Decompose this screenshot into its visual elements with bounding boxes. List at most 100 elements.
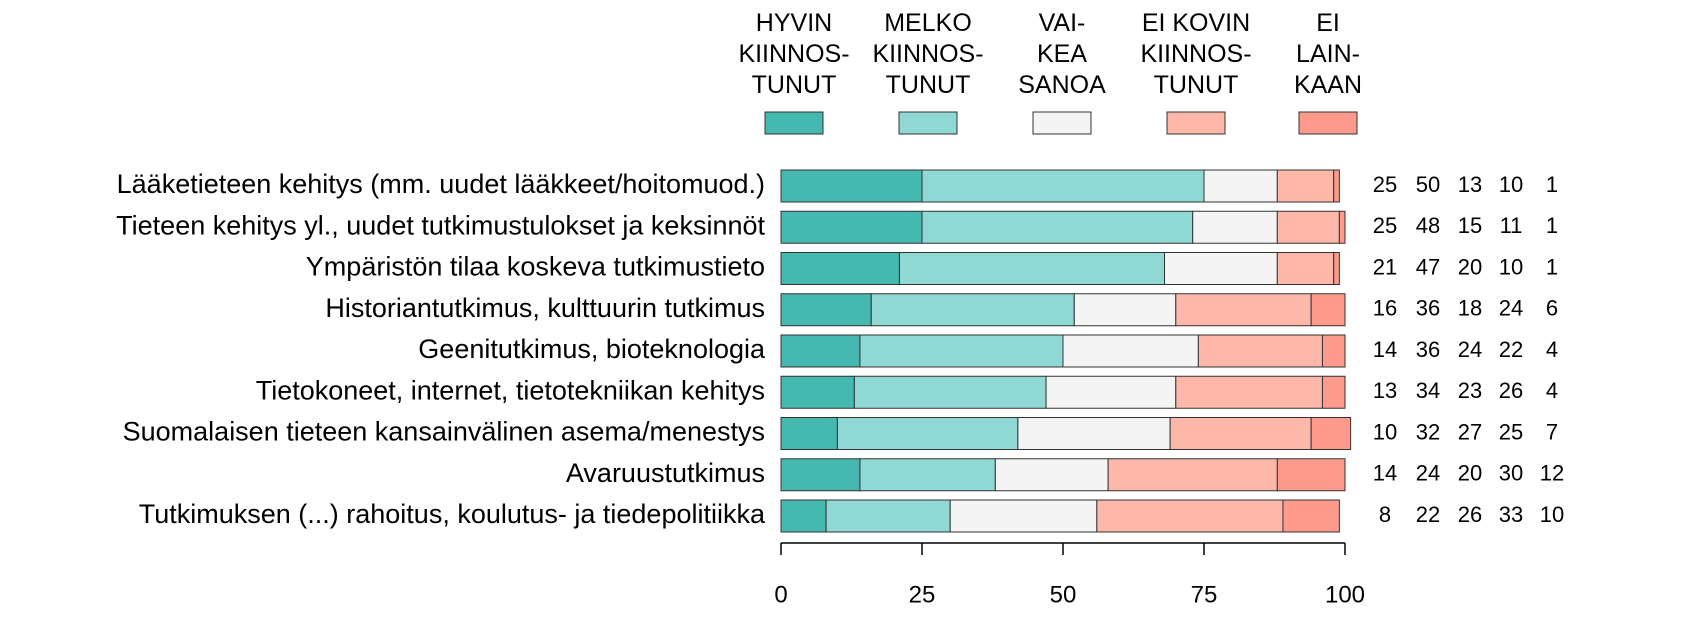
value-label: 16: [1373, 296, 1397, 321]
bar-segment: [1276, 210, 1340, 244]
value-label: 22: [1499, 337, 1523, 362]
bar-segment: [921, 210, 1194, 244]
value-label: 27: [1458, 419, 1482, 444]
value-label: 13: [1458, 172, 1482, 197]
value-label: 24: [1458, 337, 1482, 362]
value-label: 15: [1458, 213, 1482, 238]
bar-segment: [1276, 458, 1346, 492]
bar-segment: [780, 210, 923, 244]
bar-segment: [1192, 210, 1278, 244]
legend-label: EI LAIN-KAAN: [1294, 9, 1362, 99]
value-label: 33: [1499, 502, 1523, 527]
bar-segment: [780, 169, 923, 203]
category-label: Tieteen kehitys yl., uudet tutkimustulok…: [116, 210, 765, 240]
value-label: 10: [1540, 502, 1564, 527]
bar-segment: [1333, 169, 1340, 203]
x-tick-label: 75: [1191, 581, 1218, 608]
bar-segment: [853, 375, 1047, 409]
bar-segment: [1107, 458, 1278, 492]
legend-swatch: [1298, 111, 1358, 135]
bar-segment: [1017, 417, 1171, 450]
legend-swatch: [1166, 111, 1226, 135]
legend-label: EI KOVIN KIINNOS-TUNUT: [1140, 9, 1251, 99]
value-label: 48: [1416, 213, 1440, 238]
category-label: Ympäristön tilaa koskeva tutkimustieto: [306, 252, 765, 282]
value-label: 14: [1373, 461, 1397, 486]
category-label: Lääketieteen kehitys (mm. uudet lääkkeet…: [117, 169, 765, 199]
legend-label: MELKO KIINNOS-TUNUT: [872, 9, 983, 99]
category-label: Tutkimuksen (...) rahoitus, koulutus- ja…: [139, 499, 766, 529]
bar-segment: [1276, 169, 1335, 203]
category-label: Avaruustutkimus: [566, 458, 765, 488]
value-label: 11: [1500, 213, 1523, 238]
bar-segment: [780, 334, 861, 368]
value-label: 4: [1546, 378, 1558, 403]
bar-segment: [1175, 293, 1312, 327]
value-label: 1: [1546, 213, 1558, 238]
bar-segment: [994, 458, 1109, 492]
bar-segment: [1321, 334, 1346, 368]
x-tick-label: 50: [1050, 581, 1077, 608]
value-label: 12: [1540, 461, 1564, 486]
value-label: 24: [1416, 461, 1440, 486]
legend-swatch: [1032, 111, 1092, 135]
value-label: 36: [1416, 296, 1440, 321]
bar-segment: [921, 169, 1205, 203]
value-label: 25: [1499, 419, 1523, 444]
legend-swatch: [764, 111, 824, 135]
bar-segment: [780, 417, 838, 450]
bar-segment: [825, 499, 951, 533]
bar-segment: [1169, 417, 1312, 450]
bar-segment: [1338, 210, 1346, 244]
bar-segment: [780, 252, 900, 285]
bar-segment: [1282, 499, 1340, 533]
value-label: 23: [1458, 378, 1482, 403]
value-label: 22: [1416, 502, 1440, 527]
x-tick-label: 100: [1325, 581, 1365, 608]
value-label: 20: [1458, 461, 1482, 486]
bar-segment: [780, 293, 872, 327]
value-label: 25: [1373, 213, 1397, 238]
legend-swatch: [898, 111, 958, 135]
category-label: Geenitutkimus, bioteknologia: [418, 334, 766, 364]
value-label: 50: [1416, 172, 1440, 197]
bar-segment: [780, 499, 827, 533]
x-tick-label: 25: [909, 581, 936, 608]
bar-segment: [1310, 293, 1346, 327]
value-label: 8: [1379, 502, 1391, 527]
bar-segment: [1197, 334, 1323, 368]
value-label: 1: [1546, 172, 1558, 197]
x-tick-label: 0: [774, 581, 787, 608]
value-label: 1: [1546, 254, 1558, 279]
value-label: 25: [1373, 172, 1397, 197]
value-label: 32: [1416, 419, 1440, 444]
bar-segment: [859, 458, 996, 492]
bar-segment: [780, 458, 861, 492]
legend-label: HYVIN KIINNOS-TUNUT: [738, 9, 849, 99]
bar-segment: [1310, 417, 1352, 450]
bar-segment: [780, 375, 855, 409]
bar-segment: [1333, 252, 1340, 285]
bar-segment: [1175, 375, 1323, 409]
value-label: 20: [1458, 254, 1482, 279]
bar-segment: [859, 334, 1064, 368]
bar-segment: [836, 417, 1019, 450]
value-label: 13: [1373, 378, 1397, 403]
value-label: 10: [1499, 254, 1523, 279]
bar-segment: [1045, 375, 1177, 409]
bar-segment: [1164, 252, 1278, 285]
value-label: 34: [1416, 378, 1440, 403]
value-label: 4: [1546, 337, 1558, 362]
category-label: Historiantutkimus, kulttuurin tutkimus: [325, 293, 765, 323]
value-label: 6: [1546, 296, 1558, 321]
bar-segment: [1096, 499, 1284, 533]
bar-segment: [1203, 169, 1278, 203]
category-label: Suomalaisen tieteen kansainvälinen asema…: [123, 417, 765, 447]
bar-segment: [1073, 293, 1177, 327]
category-label: Tietokoneet, internet, tietotekniikan ke…: [256, 375, 765, 405]
value-label: 7: [1546, 419, 1558, 444]
value-label: 10: [1373, 419, 1397, 444]
value-label: 26: [1458, 502, 1482, 527]
value-label: 21: [1373, 254, 1397, 279]
